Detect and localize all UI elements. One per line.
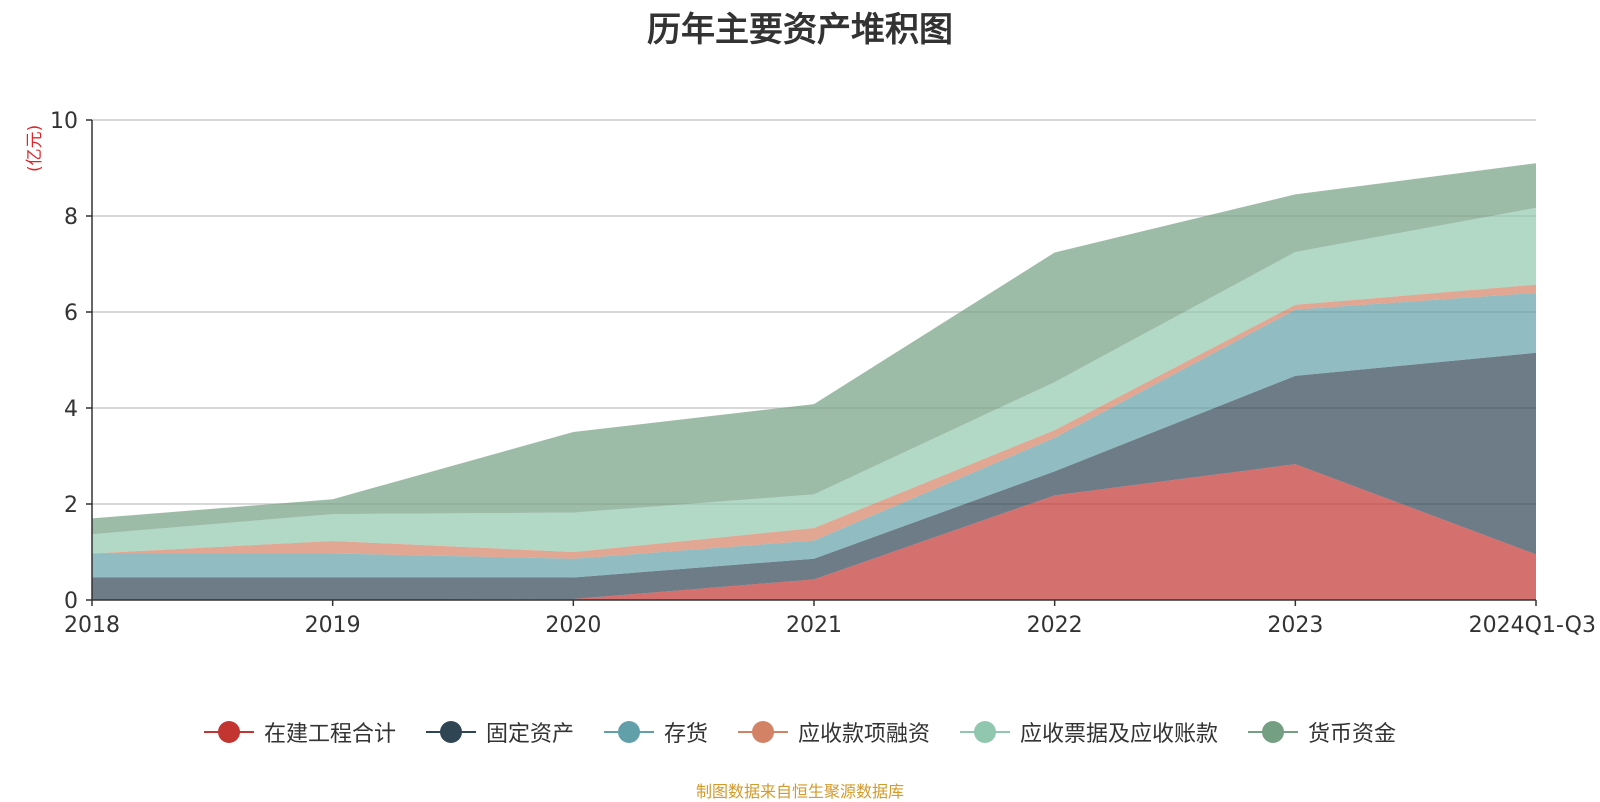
chart-title: 历年主要资产堆积图: [647, 10, 953, 50]
x-tick-label: 2024Q1-Q3: [1469, 613, 1596, 638]
y-tick-label: 8: [64, 205, 78, 230]
legend-item-4[interactable]: 应收款项融资: [738, 716, 930, 748]
legend-marker-icon: [603, 721, 654, 743]
legend-item-2[interactable]: 固定资产: [425, 716, 574, 748]
area-series-1: [92, 464, 1536, 600]
x-tick-label: 2019: [305, 613, 361, 638]
legend-label: 存货: [663, 722, 708, 747]
legend-marker-icon: [1248, 721, 1299, 743]
x-tick-label: 2018: [64, 613, 120, 638]
legend-label: 应收票据及应收账款: [1020, 722, 1219, 747]
area-series-5: [92, 207, 1536, 554]
area-series-6: [92, 163, 1536, 535]
legend-label: 应收款项融资: [798, 722, 931, 747]
x-tick-label: 2022: [1027, 613, 1083, 638]
y-tick-label: 4: [64, 397, 78, 422]
y-tick-label: 2: [64, 493, 78, 518]
x-tick-label: 2023: [1267, 613, 1323, 638]
y-tick-label: 0: [64, 589, 78, 614]
legend-marker-icon: [738, 721, 788, 743]
legend-label: 货币资金: [1308, 722, 1397, 747]
legend-item-3[interactable]: 存货: [603, 716, 708, 748]
legend-item-6[interactable]: 货币资金: [1248, 716, 1396, 748]
area-series-3: [92, 292, 1536, 578]
legend-item-1[interactable]: 在建工程合计: [203, 716, 396, 748]
legend-label: 在建工程合计: [263, 722, 396, 747]
legend-label: 固定资产: [485, 722, 574, 747]
stacked-area-chart: 0 2 4 6 8 10 2018 2019 2020 2021 2022 2023 2024Q1-Q3: [50, 109, 1596, 638]
y-tick-label: 10: [50, 109, 78, 134]
legend-marker-icon: [203, 721, 254, 743]
data-source-note: 制图数据来自恒生聚源数据库: [695, 782, 904, 801]
x-tick-label: 2020: [545, 613, 601, 638]
legend-item-5[interactable]: 应收票据及应收账款: [960, 716, 1218, 748]
legend-marker-icon: [960, 721, 1011, 743]
legend-marker-icon: [425, 721, 476, 743]
x-tick-label: 2021: [786, 613, 842, 638]
legend: 在建工程合计 固定资产 存货 应收款项融资 应收票据及应收账款 货币资金: [0, 716, 1600, 748]
area-series-2: [92, 352, 1536, 600]
y-tick-label: 6: [64, 301, 78, 326]
